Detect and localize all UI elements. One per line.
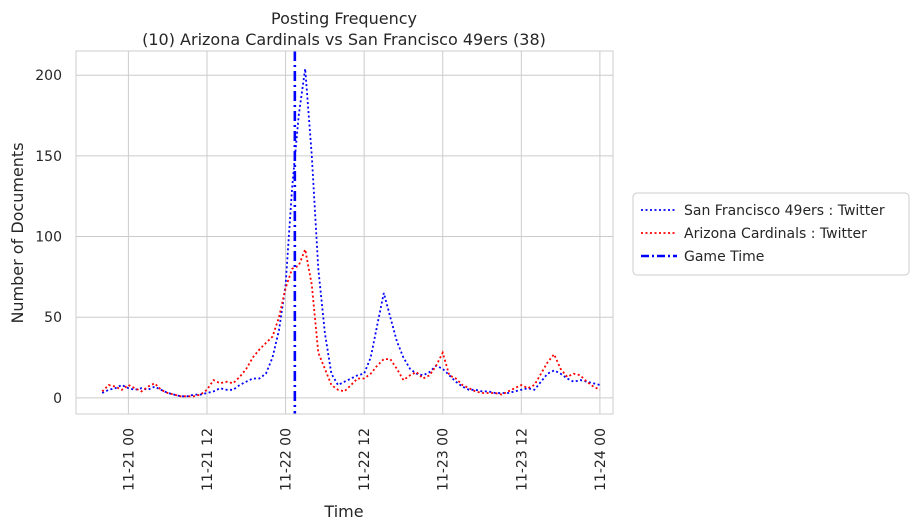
- plot-frame: [75, 50, 614, 415]
- chart-title: Posting Frequency: [271, 9, 417, 28]
- x-axis-label: Time: [323, 502, 363, 521]
- y-tick-label: 0: [53, 391, 62, 407]
- series-line-cardinals: [101, 246, 601, 398]
- y-tick-label: 200: [35, 68, 62, 84]
- legend-label-cardinals: Arizona Cardinals : Twitter: [684, 226, 867, 242]
- legend: San Francisco 49ers : Twitter Arizona Ca…: [632, 192, 910, 276]
- x-tick-label: 11-21 00: [121, 428, 137, 491]
- series-line-49ers: [101, 68, 601, 398]
- legend-label-49ers: San Francisco 49ers : Twitter: [684, 203, 885, 219]
- y-tick-label: 50: [44, 310, 62, 326]
- x-tick-labels: 11-21 00 11-21 12 11-22 00 11-22 12 11-23 00…: [121, 428, 609, 491]
- x-tick-label: 11-23 12: [514, 428, 530, 491]
- x-tick-label: 11-22 12: [357, 428, 373, 491]
- chart-subtitle: (10) Arizona Cardinals vs San Francisco …: [142, 30, 546, 49]
- y-tick-labels: 0 50 100 150 200: [35, 68, 62, 407]
- x-tick-label: 11-22 00: [279, 428, 295, 491]
- legend-label-game-time: Game Time: [684, 249, 764, 265]
- series-lines: [101, 68, 601, 398]
- grid: [76, 51, 613, 414]
- x-tick-label: 11-24 00: [593, 428, 609, 491]
- x-tick-label: 11-21 12: [200, 428, 216, 491]
- y-axis-label: Number of Documents: [8, 142, 27, 323]
- x-tick-label: 11-23 00: [436, 428, 452, 491]
- legend-box: [632, 192, 910, 276]
- y-tick-label: 150: [35, 149, 62, 165]
- y-tick-label: 100: [35, 230, 62, 246]
